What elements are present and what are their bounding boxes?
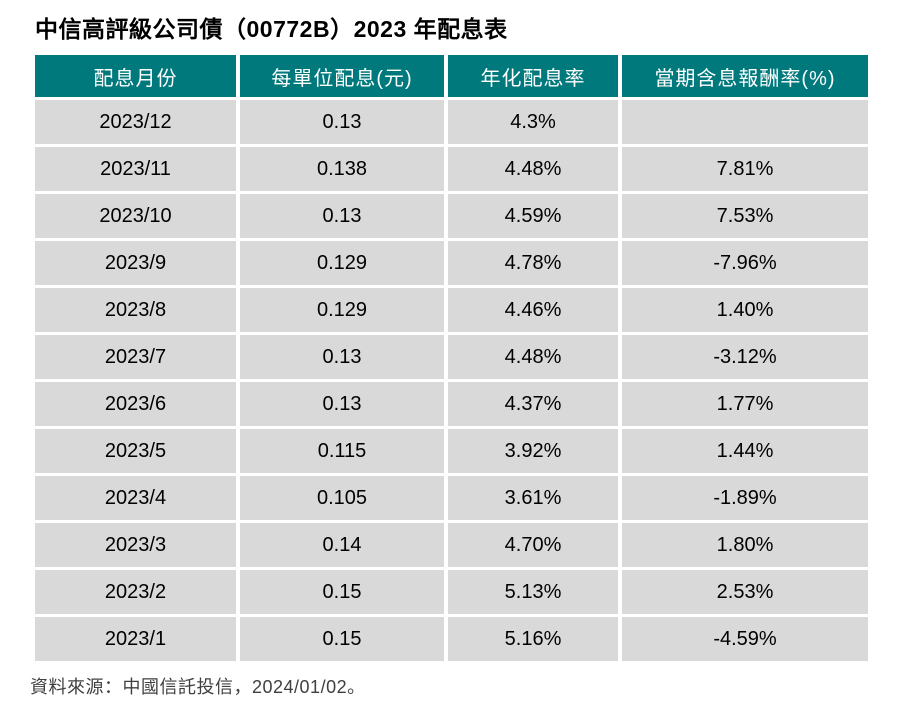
table-cell: -7.96% (622, 241, 868, 285)
table-cell: -1.89% (622, 476, 868, 520)
table-cell: -4.59% (622, 617, 868, 661)
table-cell: 2023/2 (35, 570, 236, 614)
table-cell: 4.59% (448, 194, 618, 238)
table-cell: 2023/9 (35, 241, 236, 285)
table-cell: 3.92% (448, 429, 618, 473)
table-cell: 4.3% (448, 100, 618, 144)
table-cell: 1.77% (622, 382, 868, 426)
table-cell: 5.16% (448, 617, 618, 661)
table-cell: 2023/12 (35, 100, 236, 144)
table-cell: 1.80% (622, 523, 868, 567)
table-cell: 0.105 (240, 476, 444, 520)
table-cell: 4.46% (448, 288, 618, 332)
table-cell: 0.138 (240, 147, 444, 191)
table-cell (622, 100, 868, 144)
table-cell: 4.48% (448, 147, 618, 191)
page-title: 中信高評級公司債（00772B）2023 年配息表 (35, 16, 508, 42)
table-cell: 2023/10 (35, 194, 236, 238)
table-cell: 2023/6 (35, 382, 236, 426)
table-cell: 0.13 (240, 382, 444, 426)
table-cell: 0.115 (240, 429, 444, 473)
table-cell: 4.37% (448, 382, 618, 426)
table-cell: 0.14 (240, 523, 444, 567)
table-cell: 0.15 (240, 617, 444, 661)
table-cell: 7.81% (622, 147, 868, 191)
table-cell: 0.129 (240, 288, 444, 332)
dividend-table: 配息月份 每單位配息(元) 年化配息率 當期含息報酬率(%) 2023/12 0.13 4.… (35, 55, 868, 661)
source-note: 資料來源：中國信託投信，2024/01/02。 (30, 677, 366, 697)
table-cell: 2023/7 (35, 335, 236, 379)
table-cell: 4.78% (448, 241, 618, 285)
table-cell: 3.61% (448, 476, 618, 520)
table-cell: 2023/1 (35, 617, 236, 661)
table-cell: 0.15 (240, 570, 444, 614)
table-cell: 2023/5 (35, 429, 236, 473)
table-cell: 2023/4 (35, 476, 236, 520)
table-cell: 4.48% (448, 335, 618, 379)
table-cell: 0.13 (240, 194, 444, 238)
table-cell: 4.70% (448, 523, 618, 567)
table-cell: 2023/8 (35, 288, 236, 332)
table-cell: 2.53% (622, 570, 868, 614)
table-cell: 0.13 (240, 335, 444, 379)
table-cell: 5.13% (448, 570, 618, 614)
column-header: 年化配息率 (448, 55, 618, 97)
table-cell: 1.44% (622, 429, 868, 473)
table-cell: 7.53% (622, 194, 868, 238)
column-header: 配息月份 (35, 55, 236, 97)
column-header: 當期含息報酬率(%) (622, 55, 868, 97)
table-cell: 0.129 (240, 241, 444, 285)
column-header: 每單位配息(元) (240, 55, 444, 97)
table-cell: -3.12% (622, 335, 868, 379)
table-cell: 2023/11 (35, 147, 236, 191)
table-cell: 1.40% (622, 288, 868, 332)
table-cell: 0.13 (240, 100, 444, 144)
table-cell: 2023/3 (35, 523, 236, 567)
